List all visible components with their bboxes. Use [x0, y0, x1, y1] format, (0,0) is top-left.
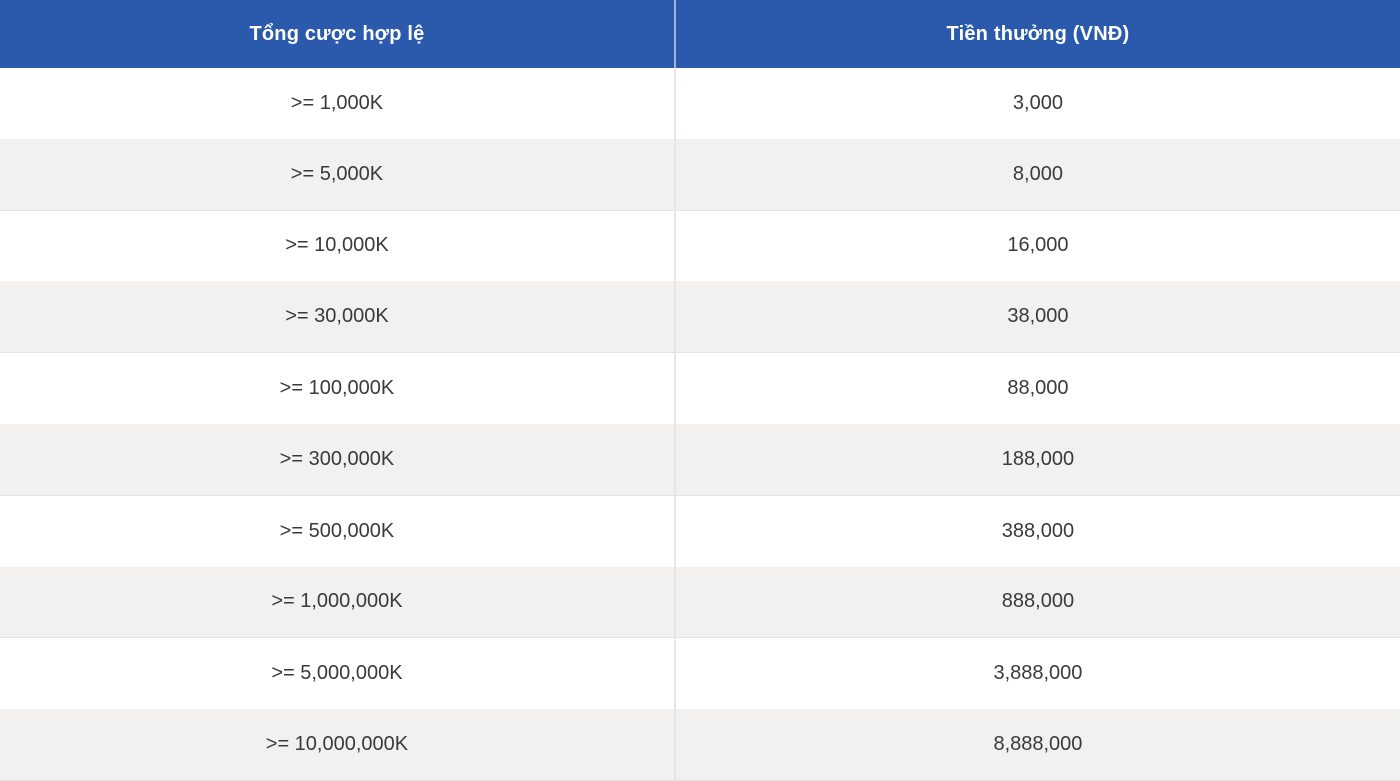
table-header-row: Tổng cược hợp lệ Tiền thưởng (VNĐ) [0, 0, 1400, 68]
bet-threshold-cell: >= 10,000K [0, 210, 676, 282]
bet-threshold-cell: >= 10,000,000K [0, 709, 676, 780]
bet-threshold-cell: >= 100,000K [0, 353, 676, 424]
bonus-amount-cell: 388,000 [1001, 519, 1075, 542]
table-row: >= 5,000,000K 3,888,000 [0, 638, 1400, 710]
table-row: >= 1,000K 3,000 [0, 68, 1400, 139]
table-row: >= 100,000K 88,000 [0, 353, 1400, 424]
table-row: >= 1,000,000K 888,000 [0, 566, 1400, 639]
bonus-amount-cell: 8,888,000 [993, 733, 1083, 756]
bet-threshold-cell: >= 1,000K [0, 68, 676, 139]
bonus-amount-cell: 38,000 [1007, 305, 1069, 328]
bet-threshold-cell: >= 30,000K [0, 281, 676, 353]
table-row: >= 5,000K 8,000 [0, 138, 1400, 211]
table-row: >= 10,000K 16,000 [0, 210, 1400, 282]
bet-threshold-cell: >= 500,000K [0, 495, 676, 567]
table-row: >= 10,000,000K 8,888,000 [0, 709, 1400, 781]
bet-threshold-cell: >= 300,000K [0, 423, 676, 495]
table-row: >= 500,000K 388,000 [0, 495, 1400, 567]
column-header-valid-bet: Tổng cược hợp lệ [0, 0, 676, 68]
bonus-amount-cell: 88,000 [1007, 377, 1069, 400]
table-body: >= 1,000K 3,000 >= 5,000K 8,000 >= 10,00… [0, 68, 1400, 781]
bonus-amount-cell: 188,000 [1001, 447, 1075, 470]
bonus-amount-cell: 16,000 [1007, 234, 1069, 257]
bonus-amount-cell: 888,000 [1001, 590, 1075, 613]
bet-threshold-cell: >= 5,000,000K [0, 638, 676, 710]
table-row: >= 30,000K 38,000 [0, 281, 1400, 354]
column-header-bonus-vnd: Tiền thưởng (VNĐ) [946, 22, 1130, 45]
table-row: >= 300,000K 188,000 [0, 423, 1400, 496]
bonus-amount-cell: 8,000 [1012, 162, 1063, 185]
bet-threshold-cell: >= 5,000K [0, 138, 676, 210]
bet-threshold-cell: >= 1,000,000K [0, 566, 676, 638]
bonus-amount-cell: 3,000 [1012, 91, 1063, 114]
bonus-amount-cell: 3,888,000 [993, 662, 1083, 685]
